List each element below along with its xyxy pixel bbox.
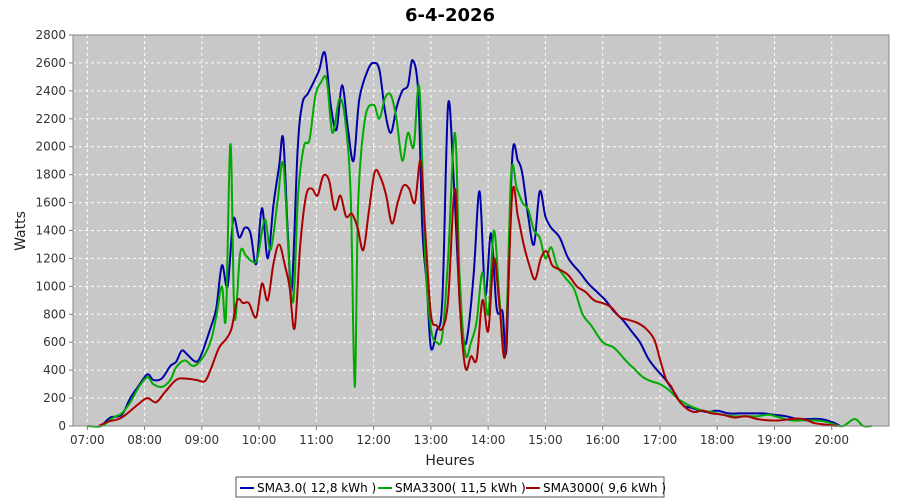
y-tick-label: 1400 — [35, 224, 66, 238]
y-tick-label: 2000 — [35, 140, 66, 154]
y-tick-label: 1000 — [35, 279, 66, 293]
x-tick-label: 09:00 — [185, 433, 220, 447]
series-line-0 — [100, 51, 841, 427]
y-axis-label: Watts — [13, 211, 29, 251]
x-tick-label: 19:00 — [757, 433, 792, 447]
y-tick-label: 600 — [43, 335, 66, 349]
series-group — [87, 51, 872, 428]
x-tick-label: 16:00 — [585, 433, 620, 447]
y-tick-label: 2600 — [35, 56, 66, 70]
y-axis-ticks: 0 200 400 600 800 1000 1200 1400 1600 1800 2000 220… — [35, 28, 73, 433]
x-tick-label: 08:00 — [127, 433, 162, 447]
y-tick-label: 2400 — [35, 84, 66, 98]
y-tick-label: 200 — [43, 391, 66, 405]
y-tick-label: 1200 — [35, 251, 66, 265]
x-tick-label: 07:00 — [70, 433, 105, 447]
x-tick-label: 17:00 — [643, 433, 678, 447]
y-tick-label: 1600 — [35, 196, 66, 210]
legend-label-2: SMA3000( 9,6 kWh ) — [543, 481, 666, 495]
series-line-2 — [98, 159, 838, 427]
legend-box — [235, 476, 665, 498]
y-tick-label: 2200 — [35, 112, 66, 126]
y-tick-label: 2800 — [35, 28, 66, 42]
y-tick-label: 1800 — [35, 168, 66, 182]
x-tick-label: 10:00 — [242, 433, 277, 447]
x-tick-label: 13:00 — [414, 433, 449, 447]
x-tick-label: 14:00 — [471, 433, 506, 447]
chart-title: 6-4-2026 — [405, 5, 495, 26]
legend-label-0: SMA3.0( 12,8 kWh ) — [257, 481, 376, 495]
y-tick-label: 800 — [43, 307, 66, 321]
x-tick-label: 12:00 — [356, 433, 391, 447]
legend-label-1: SMA3300( 11,5 kWh ) — [395, 481, 526, 495]
x-axis-label: Heures — [425, 453, 474, 469]
x-tick-label: 18:00 — [700, 433, 735, 447]
y-tick-label: 0 — [58, 419, 66, 433]
x-tick-label: 15:00 — [528, 433, 563, 447]
legend: SMA3.0( 12,8 kWh ) SMA3300( 11,5 kWh ) SMA… — [235, 476, 666, 498]
x-axis-ticks: 07:00 08:00 09:00 10:00 11:00 12:00 13:00 14:00… — [70, 426, 849, 447]
x-tick-label: 20:00 — [814, 433, 849, 447]
x-tick-label: 11:00 — [299, 433, 334, 447]
y-tick-label: 400 — [43, 363, 66, 377]
